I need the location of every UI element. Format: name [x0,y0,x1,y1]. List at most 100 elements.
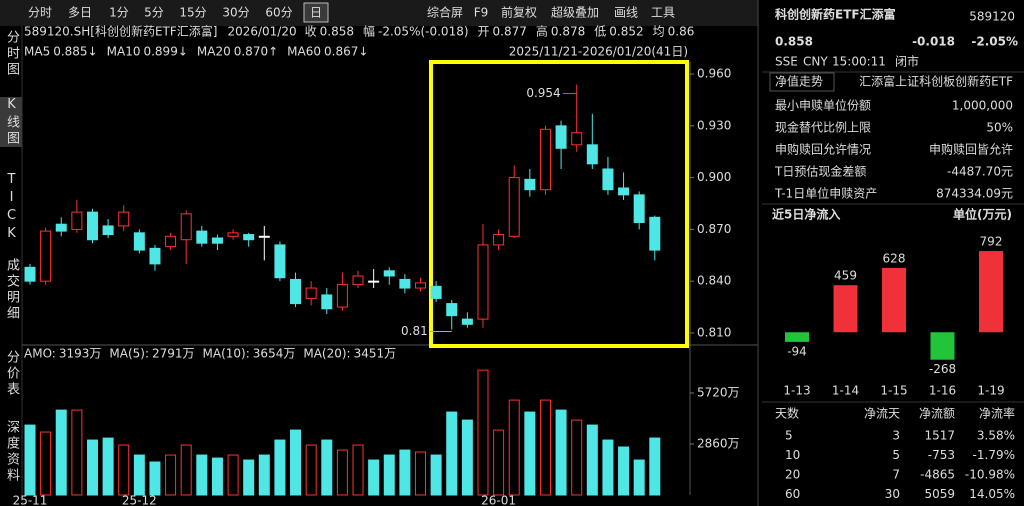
toolbar-tool[interactable]: 超级叠加 [551,5,599,20]
candle-body [336,284,348,308]
unit-label: 单位(万元) [953,207,1012,222]
ma-value: 0.870↑ [234,45,278,59]
volume-bar [24,424,36,496]
flow-bar [785,332,809,342]
side-tab[interactable]: K线图 [0,97,22,147]
volume-bar [477,369,489,496]
volume-bar [336,449,348,496]
side-tab[interactable]: TICK [4,172,19,244]
table-cell: 1517 [924,429,955,443]
nav-label[interactable]: 净值走势 [775,74,823,89]
table-cell: 14.05% [969,487,1015,501]
field-value: 0.878 [551,25,585,39]
volume-bar [368,459,380,496]
flow-bar [833,285,858,333]
toolbar-tab[interactable]: 多日 [68,6,92,20]
value-label: -268 [929,362,956,376]
volume-bar [321,439,333,496]
candle-body [539,128,551,191]
toolbar-tab[interactable]: 1分 [109,6,129,20]
legend-name: MA(5): [109,347,149,361]
toolbar-tab[interactable]: 30分 [222,6,249,20]
candle-body [227,232,239,237]
candle-body [133,232,145,251]
volume-bar [227,454,239,496]
row-value: 874334.09元 [936,187,1013,201]
field-label: 幅 [363,24,375,39]
volume-bar [352,444,364,496]
candle-body [571,132,583,146]
toolbar-tool[interactable]: F9 [474,6,489,20]
row-label: T-1日单位申赎资产 [774,186,877,201]
side-tab[interactable]: 分价表 [4,350,19,398]
candle-body [305,287,317,299]
y-tick-label: 0.810 [697,325,731,339]
candle-body [102,225,114,236]
toolbar-tab[interactable]: 分时 [28,6,52,20]
y-tick-label: 0.840 [697,274,731,288]
table-cell: -753 [928,448,955,462]
volume-bar [165,454,177,496]
field-value: 0.858 [320,25,354,39]
change: -0.018 [912,35,955,49]
candle-body [118,211,130,227]
toolbar-tab[interactable]: 5分 [144,6,164,20]
toolbar-tool[interactable]: 前复权 [501,5,537,20]
table-cell: 3 [892,429,900,443]
side-tab[interactable]: 深度资料 [4,420,19,484]
x-tick-label: 1-16 [929,384,956,398]
volume-bar [258,454,270,496]
table-header: 净流率 [979,406,1015,421]
ma-name: MA20 [197,45,231,59]
side-tab[interactable]: 成交明细 [4,258,19,322]
volume-bar [430,454,442,496]
toolbar-tab[interactable]: 60分 [265,6,292,20]
toolbar-tool[interactable]: 综合屏 [427,5,463,20]
x-tick-label: 1-13 [783,384,810,398]
value-label: 459 [834,269,857,283]
ma-value: 0.885↓ [53,45,97,59]
toolbar-tab[interactable]: 日 [310,6,322,20]
fund-code: 589120 [969,10,1015,24]
active-tab-box [303,2,329,23]
date-range: 2025/11/21-2026/01/20(41日) [509,45,688,59]
volume-bar [399,449,411,496]
volume-bar [180,444,192,496]
x-tick-label: 26-01 [481,494,516,506]
ma-name: MA60 [287,45,321,59]
y-tick-label: 2860万 [697,436,740,450]
annotation: 0.81 [401,324,428,338]
candle-body [258,235,270,238]
y-tick-label: 0.930 [697,118,731,132]
x-tick-label: 25-11 [13,494,48,506]
candle-body [211,237,223,244]
toolbar-tab[interactable]: 15分 [179,6,206,20]
candle-body [415,282,426,289]
table-cell: -1.79% [973,448,1015,462]
volume-bar [571,419,583,496]
volume-bar [649,437,661,496]
field-label: 高 [536,24,548,39]
symbol: 589120.SH[科创创新药ETF汇添富] [24,24,217,39]
toolbar-tool[interactable]: 画线 [614,6,638,20]
flow-bar [979,251,1003,333]
table-cell: 30 [885,487,900,501]
volume-bar [102,437,114,496]
toolbar-tool[interactable]: 工具 [651,6,675,20]
side-tab[interactable]: 分时图 [4,30,19,78]
status: 闭市 [895,54,919,69]
field-label: 收 [305,25,317,39]
table-cell: 3.58% [977,429,1015,443]
table-cell: 10 [785,448,800,462]
nav-box [769,72,835,92]
table-cell: -10.98% [965,468,1015,482]
candle-body [352,275,364,286]
volume-bar [86,439,98,496]
volume-bar [305,444,317,496]
legend-name: MA(20): [303,347,350,361]
field-value: -2.05%(-0.018) [378,25,469,39]
candle-body [430,285,442,299]
status: 15:00:11 [832,55,886,69]
